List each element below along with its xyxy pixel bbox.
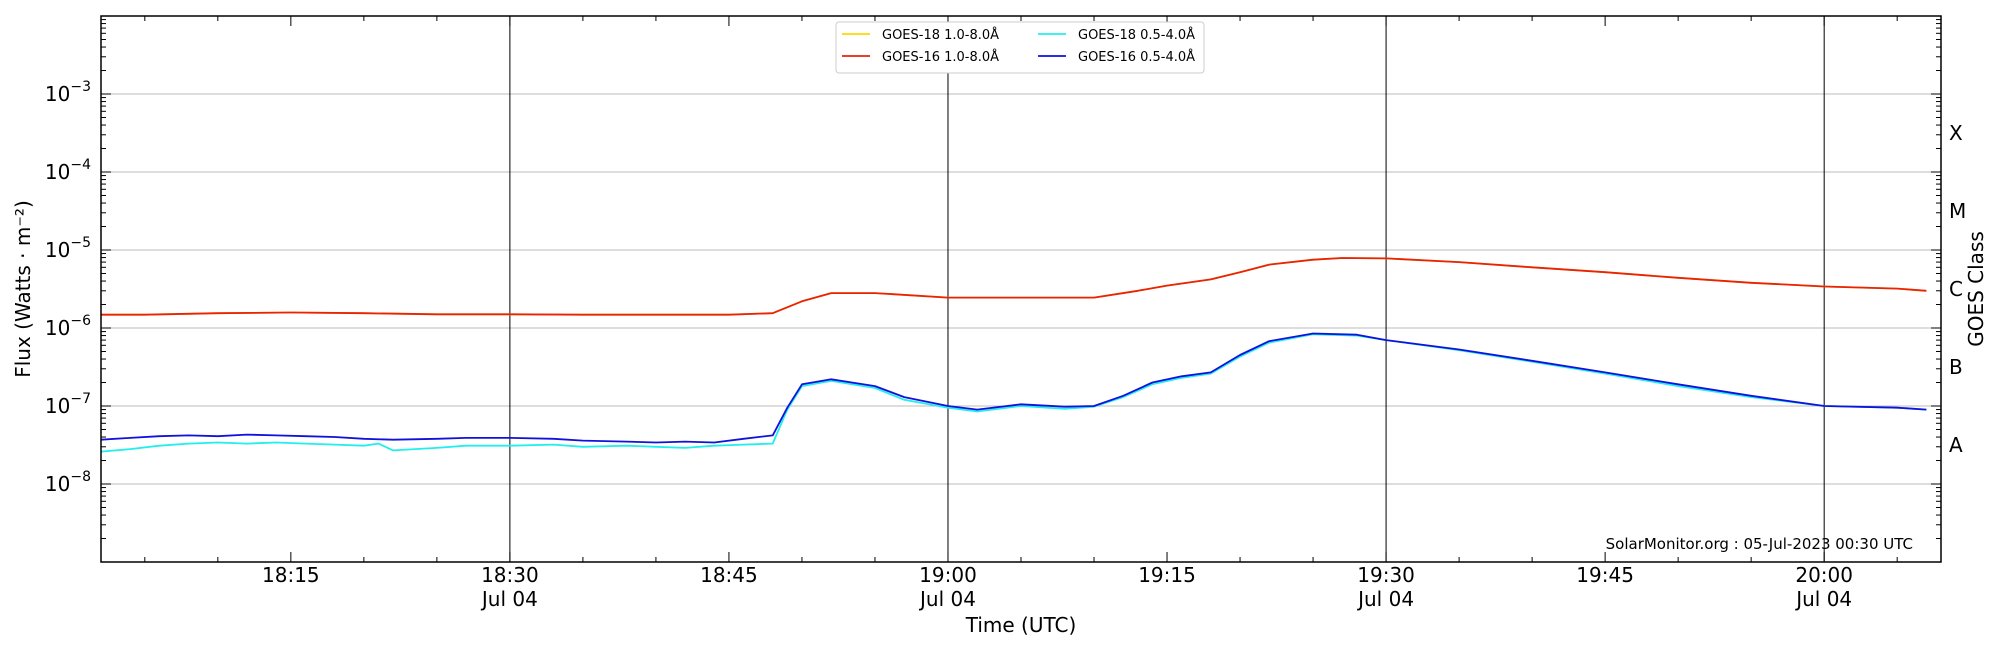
series-line-4 <box>100 332 1927 444</box>
goes-class-label: B <box>1949 355 1963 379</box>
date-marker-lines <box>509 16 1825 562</box>
x-tick-label: 18:30 <box>481 563 539 587</box>
series-lines <box>100 257 1927 453</box>
credit-text: SolarMonitor.org : 05-Jul-2023 00:30 UTC <box>1606 535 1913 553</box>
y-tick-label: 10−3 <box>45 79 91 106</box>
y-tick-label: 10−5 <box>45 235 91 262</box>
legend-label: GOES-18 0.5-4.0Å <box>1078 27 1195 43</box>
x-tick-label: 19:15 <box>1138 563 1196 587</box>
y2-axis-title: GOES Class <box>1964 231 1988 347</box>
goes-class-label: C <box>1949 277 1963 301</box>
x-tick-label: 19:45 <box>1576 563 1634 587</box>
x-tick-date-label: Jul 04 <box>1356 587 1414 611</box>
x-tick-label: 19:00 <box>919 563 977 587</box>
x-tick-label: 20:00 <box>1795 563 1853 587</box>
y-tick-label: 10−8 <box>45 469 91 496</box>
x-axis-title: Time (UTC) <box>965 613 1077 637</box>
x-tick-date-label: Jul 04 <box>1794 587 1852 611</box>
x-tick-date-label: Jul 04 <box>480 587 538 611</box>
x-tick-label: 19:30 <box>1357 563 1415 587</box>
legend-label: GOES-16 0.5-4.0Å <box>1078 49 1195 65</box>
series-line-2 <box>101 257 1927 316</box>
legend-label: GOES-18 1.0-8.0Å <box>882 27 999 43</box>
legend-frame <box>835 21 1205 74</box>
x-tick-date-label: Jul 04 <box>918 587 976 611</box>
goes-class-label: A <box>1949 433 1963 457</box>
x-tick-label: 18:15 <box>262 563 320 587</box>
legend: GOES-18 1.0-8.0Å GOES-16 1.0-8.0Å GOES-18 … <box>835 21 1205 74</box>
y-tick-label: 10−6 <box>45 313 91 340</box>
y-axis-title: Flux (Watts · m⁻²) <box>11 200 35 378</box>
goes-class-label: X <box>1949 121 1963 145</box>
legend-label: GOES-16 1.0-8.0Å <box>882 49 999 65</box>
goes-class-label: M <box>1949 199 1966 223</box>
axis-ticks <box>101 16 1941 563</box>
x-tick-label: 18:45 <box>700 563 758 587</box>
y-tick-label: 10−4 <box>45 157 91 184</box>
y-tick-label: 10−7 <box>45 391 91 418</box>
